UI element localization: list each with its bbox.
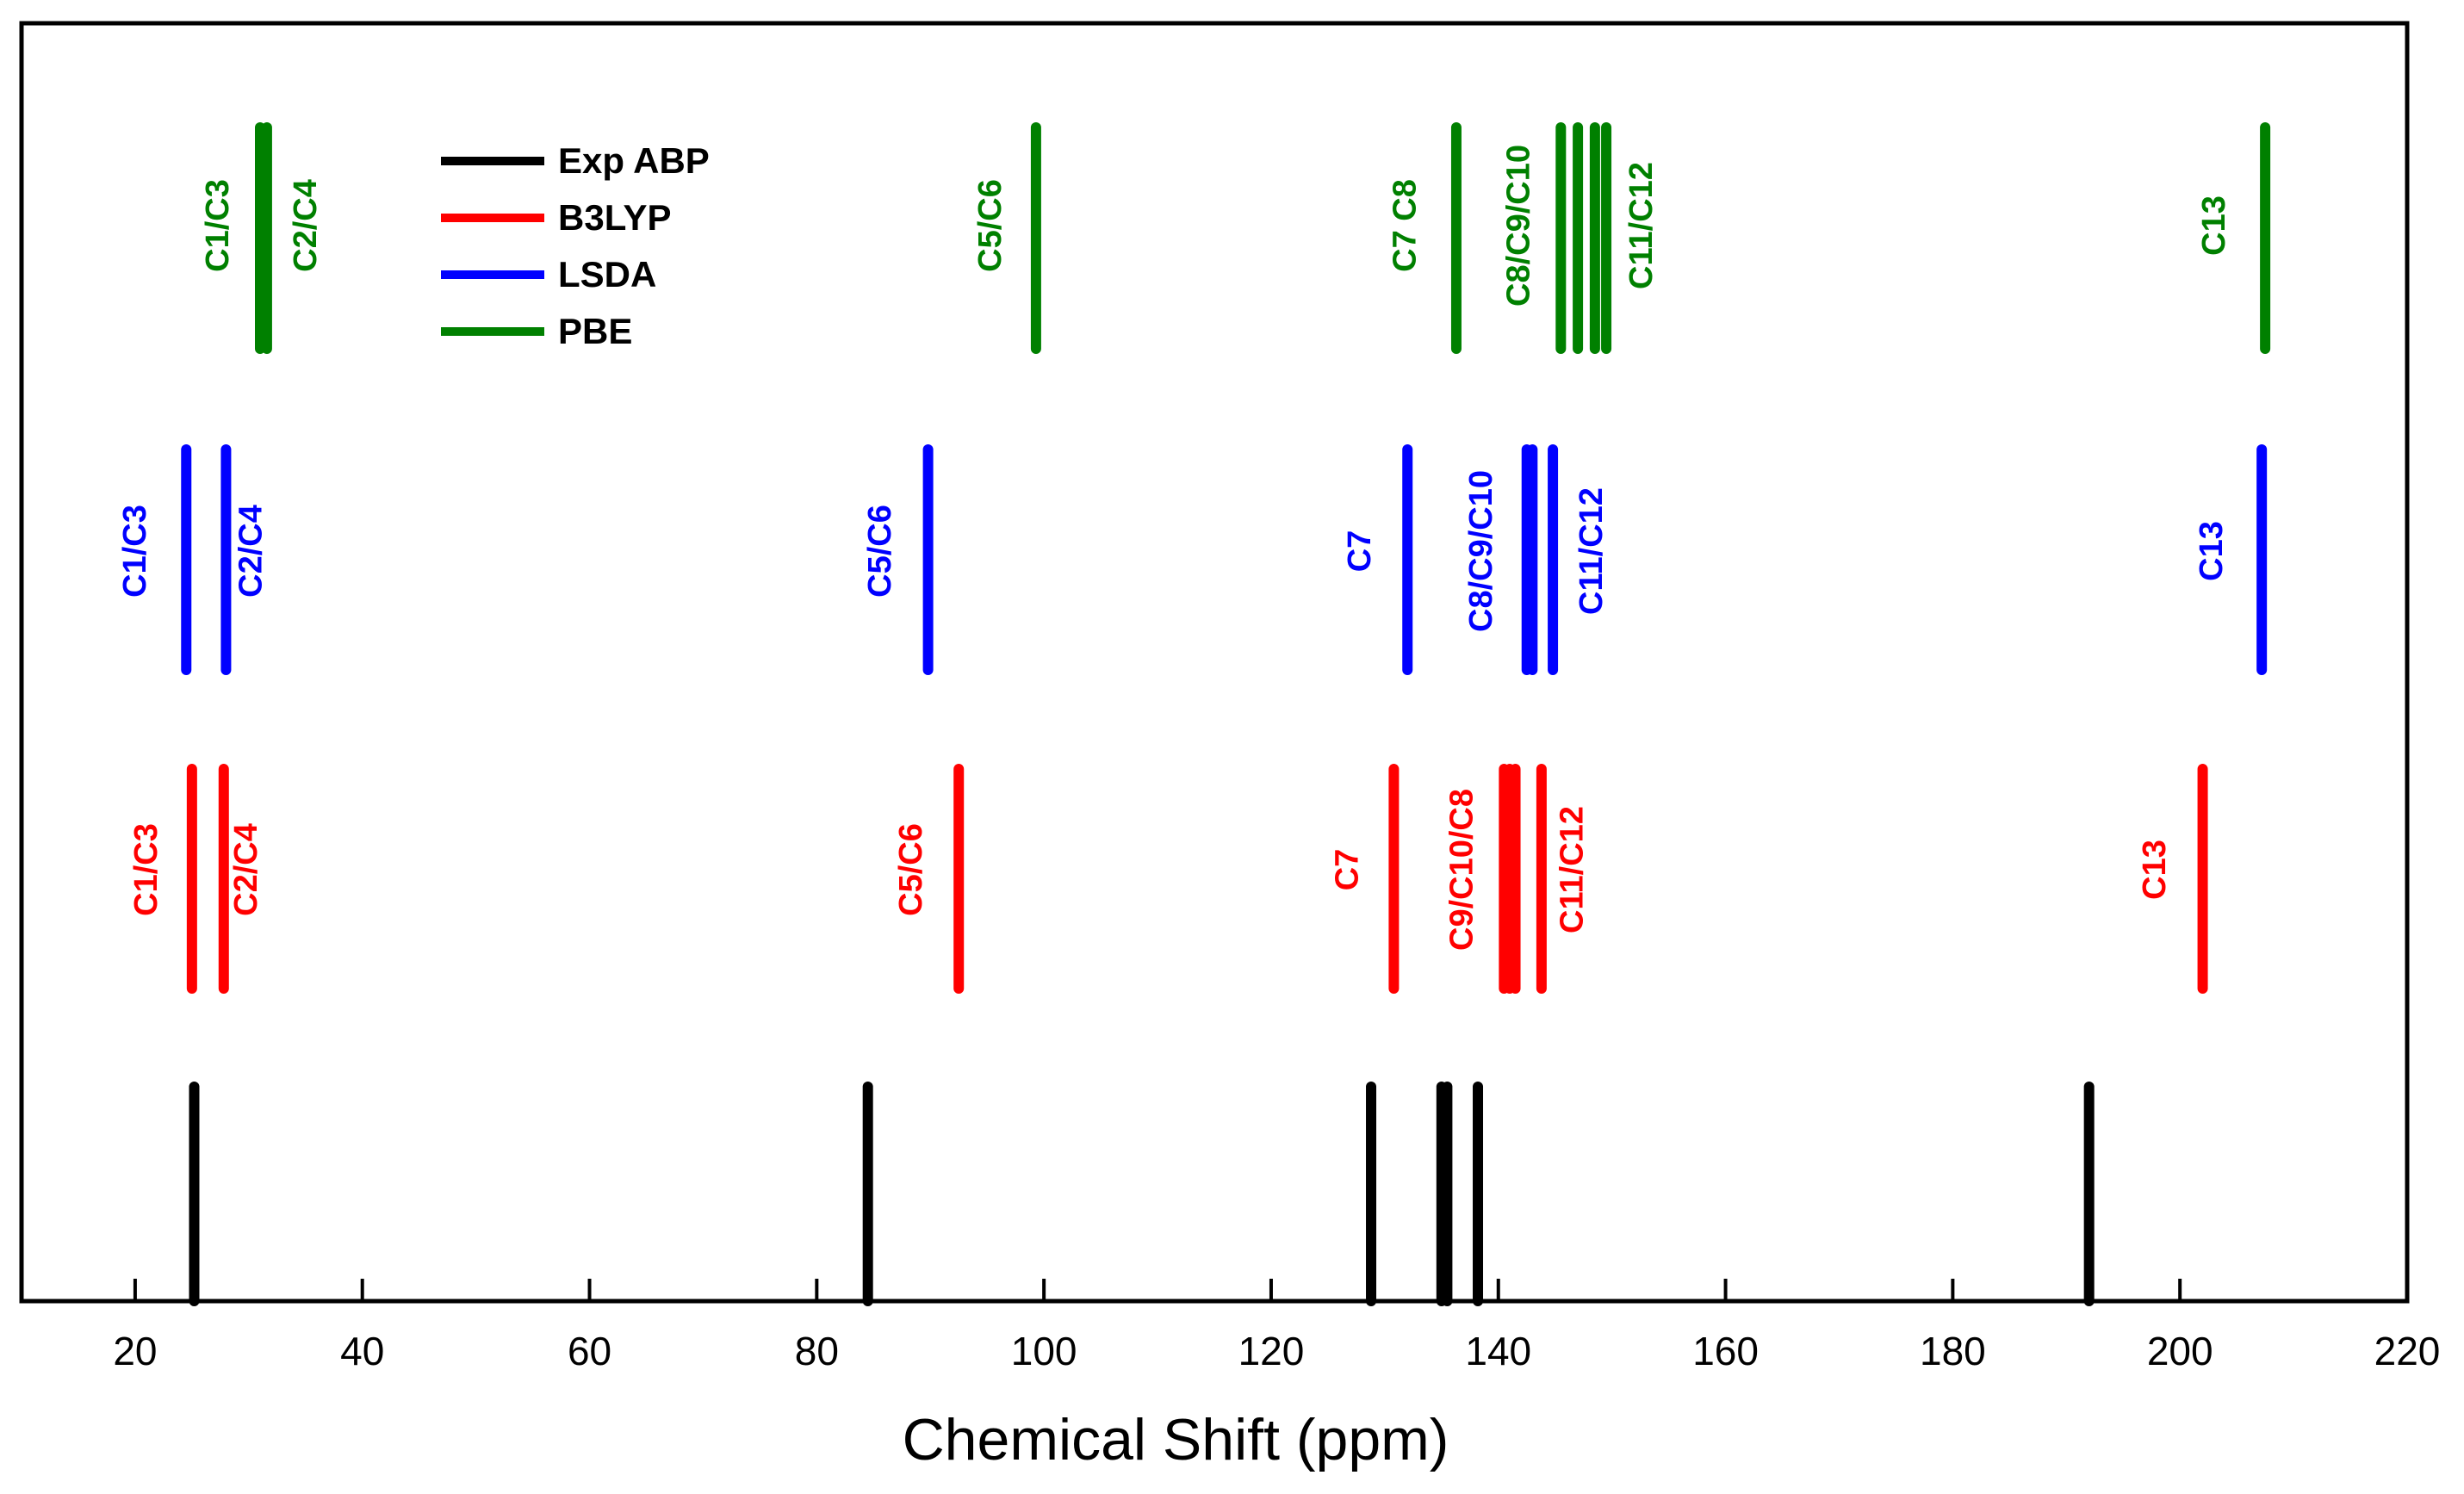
x-tick-label: 40 (340, 1329, 384, 1373)
x-tick-label: 140 (1465, 1329, 1531, 1373)
peak-label: C7 (1329, 849, 1365, 891)
peak-label: C2/C4 (233, 505, 269, 598)
x-tick-label: 80 (795, 1329, 839, 1373)
peak-label: C7 (1342, 530, 1378, 573)
peak-label: C5/C6 (893, 823, 929, 916)
legend-label: LSDA (558, 254, 656, 294)
legend-label: PBE (558, 311, 632, 351)
x-axis-ticks: 20 40 60 80 100 120 140 160 180 200 220 (113, 1279, 2440, 1373)
legend-label: B3LYP (558, 197, 672, 238)
x-tick-label: 60 (568, 1329, 611, 1373)
x-tick-label: 120 (1238, 1329, 1305, 1373)
peak-label: C5/C6 (972, 179, 1009, 272)
x-tick-label: 180 (1920, 1329, 1986, 1373)
peak-label: C7 C8 (1387, 179, 1424, 272)
peak-label: C1/C3 (128, 823, 164, 916)
peak-label: C5/C6 (862, 505, 898, 598)
peak-label: C8/C9/C10 (1501, 145, 1537, 307)
peak-label: C1/C3 (117, 505, 153, 598)
legend: Exp ABP B3LYP LSDA PBE (441, 140, 710, 351)
peak-label: C2/C4 (288, 179, 324, 272)
x-tick-label: 200 (2147, 1329, 2213, 1373)
peak-sticks (181, 122, 2271, 1306)
x-axis-title: Chemical Shift (ppm) (903, 1407, 1449, 1472)
peak-label: C11/C12 (1623, 162, 1660, 289)
x-tick-label: 100 (1011, 1329, 1077, 1373)
x-tick-label: 220 (2374, 1329, 2441, 1373)
peak-label: C13 (2196, 195, 2232, 256)
x-tick-label: 160 (1692, 1329, 1759, 1373)
peak-label: C9/C10/C8 (1444, 789, 1480, 951)
x-tick-label: 20 (113, 1329, 157, 1373)
peak-label: C1/C3 (200, 179, 236, 272)
peak-labels: C1/C3 C2/C4 C5/C6 C7 C9/C10/C8 C11/C12 C13 C1/C… (117, 145, 2232, 951)
peak-label: C2/C4 (228, 823, 264, 916)
peak-label: C11/C12 (1555, 806, 1591, 933)
legend-label: Exp ABP (558, 140, 710, 181)
peak-label: C8/C9/C10 (1463, 470, 1499, 632)
plot-frame (19, 21, 2410, 1304)
peak-label: C11/C12 (1573, 487, 1610, 615)
peak-label: C13 (2137, 840, 2173, 900)
peak-label: C13 (2194, 521, 2230, 581)
